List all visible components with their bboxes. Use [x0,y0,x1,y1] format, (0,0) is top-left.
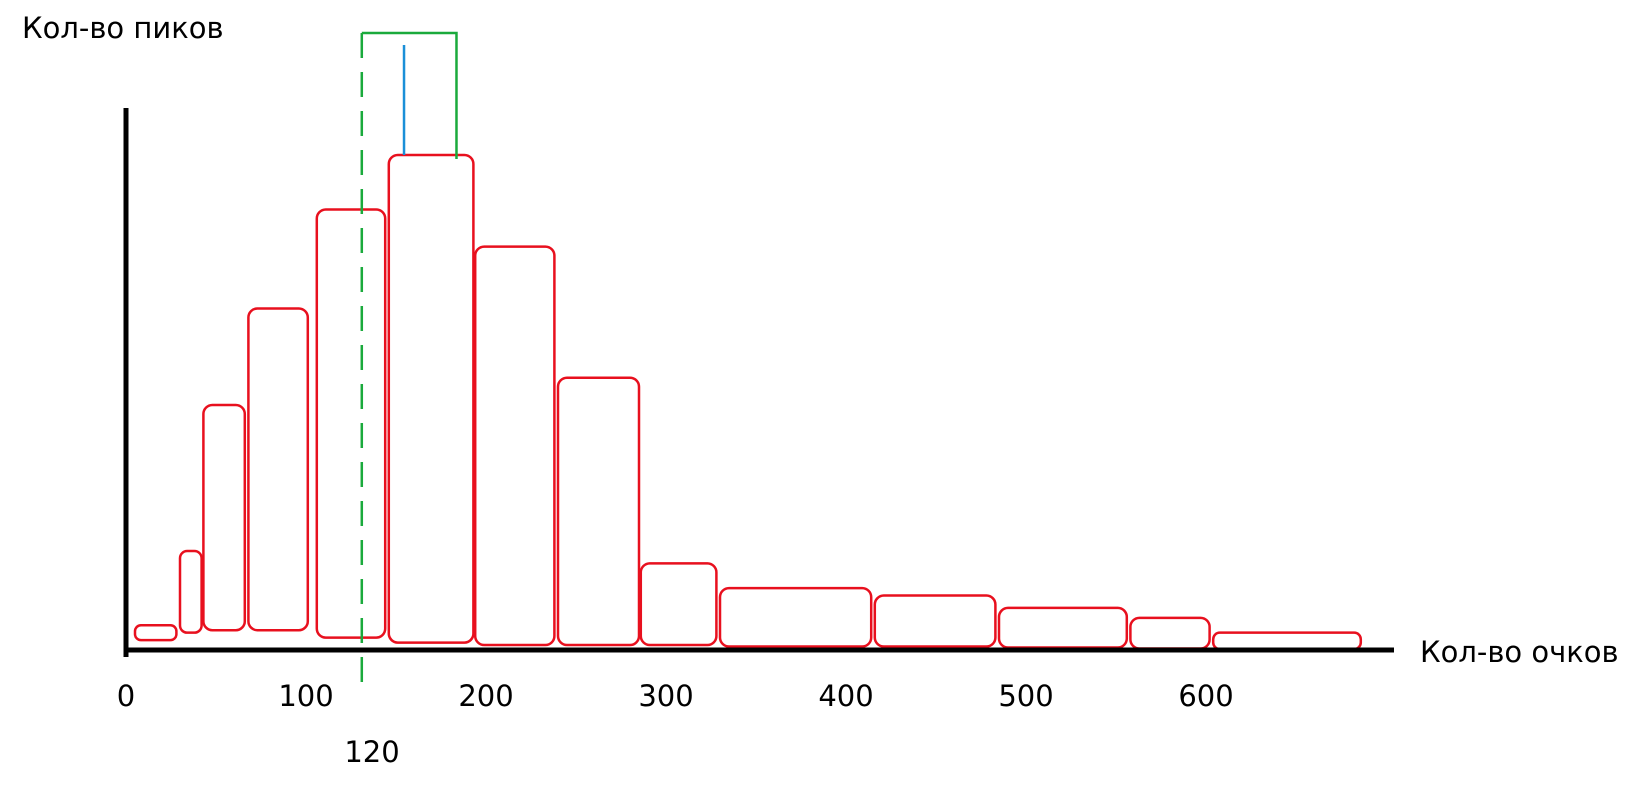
bar-10 [873,594,997,648]
bar-8 [639,562,718,647]
x-tick-500: 500 [998,679,1053,713]
bar-13 [1211,631,1363,651]
x-axis-label: Кол-во очков [1420,635,1619,669]
x-tick-100: 100 [278,679,333,713]
annotation-label: 120 [344,735,399,769]
bar-5 [387,153,475,644]
bar-11 [997,606,1129,649]
bar-7 [556,376,641,647]
bar-2 [202,403,247,632]
bar-3 [247,307,310,632]
bar-6 [473,245,556,647]
x-ticks-group: 0 100 200 300 400 500 600 [117,679,1234,713]
bar-0 [133,624,178,642]
bar-1 [178,549,203,634]
x-tick-300: 300 [638,679,693,713]
x-tick-400: 400 [818,679,873,713]
x-tick-600: 600 [1178,679,1233,713]
bar-9 [718,586,873,648]
bars-group [133,153,1363,651]
x-tick-200: 200 [458,679,513,713]
marker-bracket [361,31,458,159]
bar-12 [1129,616,1211,650]
x-tick-0: 0 [117,679,135,713]
bar-4 [315,208,387,639]
markers-group [360,31,458,695]
y-axis-label: Кол-во пиков [22,11,224,45]
